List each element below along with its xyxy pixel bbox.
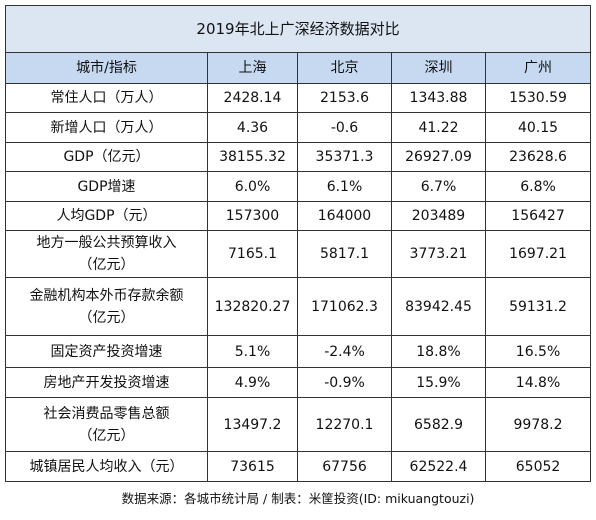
value-cell: 1697.21 [484,230,592,278]
value-cell: 16.5% [484,335,592,368]
row-label: 城镇居民人均收入（元） [5,451,208,482]
table-row: 新增人口（万人） 4.36 -0.6 41.22 40.15 [5,112,592,143]
value-cell: 35371.3 [297,142,392,172]
table-row: 城镇居民人均收入（元） 73615 67756 62522.4 65052 [5,451,592,482]
value-cell: 6.7% [391,171,486,202]
value-cell: 40.15 [484,112,592,143]
value-cell: 59131.2 [484,277,592,336]
value-cell: 2153.6 [297,83,392,113]
value-cell: 3773.21 [391,230,486,278]
row-label: 人均GDP（元） [5,201,208,231]
value-cell: -0.9% [297,367,392,398]
value-cell: -2.4% [297,335,392,368]
table-row: 地方一般公共预算收入 （亿元） 7165.1 5817.1 3773.21 1697.2… [5,230,592,278]
row-label: GDP增速 [5,171,208,202]
value-cell: 156427 [484,201,592,231]
value-cell: 6.1% [297,171,392,202]
row-label: 社会消费品零售总额 （亿元） [5,397,208,452]
row-label: 地方一般公共预算收入 （亿元） [5,230,208,278]
table-row: GDP（亿元） 38155.32 35371.3 26927.09 23628.6 [5,142,592,172]
table-row: 房地产开发投资增速 4.9% -0.9% 15.9% 14.8% [5,367,592,398]
table-row: 金融机构本外币存款余额 （亿元） 132820.27 171062.3 83942.4… [5,277,592,336]
row-label: GDP（亿元） [5,142,208,172]
value-cell: 41.22 [391,112,486,143]
table-row: 社会消费品零售总额 （亿元） 13497.2 12270.1 6582.9 9978.2 [5,397,592,452]
table-row: 人均GDP（元） 157300 164000 203489 156427 [5,201,592,231]
row-label: 房地产开发投资增速 [5,367,208,398]
table-row: GDP增速 6.0% 6.1% 6.7% 6.8% [5,171,592,202]
value-cell: 6582.9 [391,397,486,452]
value-cell: 4.9% [207,367,298,398]
value-cell: 14.8% [484,367,592,398]
value-cell: 73615 [207,451,298,482]
value-cell: 5.1% [207,335,298,368]
value-cell: 13497.2 [207,397,298,452]
row-label: 金融机构本外币存款余额 （亿元） [5,277,208,336]
value-cell: 23628.6 [484,142,592,172]
value-cell: 6.0% [207,171,298,202]
value-cell: 83942.45 [391,277,486,336]
value-cell: 2428.14 [207,83,298,113]
header-cell: 北京 [297,52,392,84]
value-cell: 132820.27 [207,277,298,336]
row-label: 常住人口（万人） [5,83,208,113]
value-cell: 203489 [391,201,486,231]
header-cell: 深圳 [391,52,486,84]
value-cell: 7165.1 [207,230,298,278]
value-cell: 67756 [297,451,392,482]
value-cell: 9978.2 [484,397,592,452]
value-cell: 38155.32 [207,142,298,172]
data-table: 2019年北上广深经济数据对比 城市/指标 上海 北京 深圳 广州 常住人口（万人） 242… [4,5,592,482]
footer-note: 数据来源：各城市统计局 / 制表：米筐投资(ID: mikuangtouzi) [121,491,475,506]
table-row: 常住人口（万人） 2428.14 2153.6 1343.88 1530.59 [5,83,592,113]
header-cell: 广州 [484,52,592,84]
value-cell: 1343.88 [391,83,486,113]
value-cell: -0.6 [297,112,392,143]
value-cell: 5817.1 [297,230,392,278]
value-cell: 4.36 [207,112,298,143]
row-label: 新增人口（万人） [5,112,208,143]
header-cell: 上海 [207,52,298,84]
value-cell: 171062.3 [297,277,392,336]
value-cell: 26927.09 [391,142,486,172]
header-cell: 城市/指标 [5,52,208,84]
value-cell: 15.9% [391,367,486,398]
value-cell: 62522.4 [391,451,486,482]
table-row: 城市/指标 上海 北京 深圳 广州 [5,52,592,84]
value-cell: 12270.1 [297,397,392,452]
row-label: 固定资产投资增速 [5,335,208,368]
value-cell: 157300 [207,201,298,231]
value-cell: 1530.59 [484,83,592,113]
value-cell: 65052 [484,451,592,482]
value-cell: 164000 [297,201,392,231]
table-row: 固定资产投资增速 5.1% -2.4% 18.8% 16.5% [5,335,592,368]
value-cell: 6.8% [484,171,592,202]
table-title: 2019年北上广深经济数据对比 [4,5,592,53]
value-cell: 18.8% [391,335,486,368]
